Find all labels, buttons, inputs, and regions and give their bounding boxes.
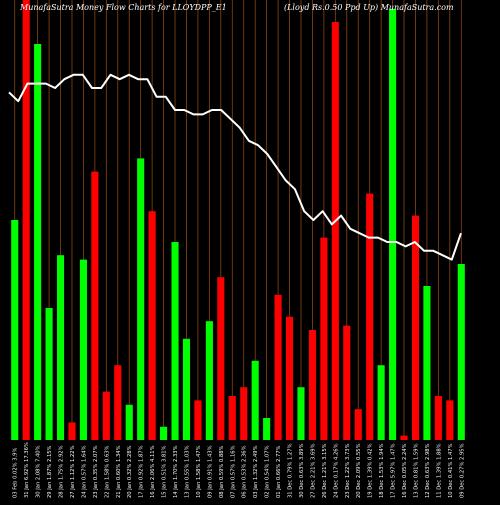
x-tick-label: 10 Jan 1.58% 1.47% <box>196 445 202 498</box>
bar-37 <box>434 396 442 440</box>
bar-36 <box>423 286 431 440</box>
bar-series <box>11 0 465 441</box>
x-tick-label: 02 Jan 0.54% 1.07% <box>265 445 271 498</box>
bar-10 <box>125 404 133 440</box>
x-tick-label: 01 Jan 0.66% 2.77% <box>276 445 282 498</box>
x-tick-label: 21 Jan 0.60% 1.34% <box>116 445 122 498</box>
x-tick-label: 30 Dec 0.63% 3.89% <box>299 443 305 498</box>
bar-31 <box>366 193 374 440</box>
bar-17 <box>205 321 213 440</box>
x-tick-label: 23 Jan 0.35% 2.07% <box>93 445 99 498</box>
bar-8 <box>102 391 110 440</box>
x-tick-label: 22 Jan 1.58% 0.63% <box>104 445 110 498</box>
price-line <box>8 73 462 261</box>
bar-1 <box>22 0 30 440</box>
x-tick-label: 24 Dec 0.17% 4.26% <box>333 443 339 498</box>
bar-20 <box>240 387 248 440</box>
bar-33 <box>389 8 397 441</box>
bar-15 <box>182 338 191 440</box>
x-tick-label: 27 Dec 2.21% 3.69% <box>310 443 316 498</box>
bar-25 <box>297 387 305 440</box>
x-tick-label: 17 Dec 5.97% 1.47% <box>391 443 397 498</box>
x-tick-label: 11 Dec 1.39% 1.88% <box>436 443 442 498</box>
bar-32 <box>377 365 385 440</box>
bar-27 <box>320 237 328 440</box>
bar-23 <box>274 294 282 440</box>
x-tick-label: 29 Jan 1.87% 2.15% <box>47 445 53 498</box>
x-tick-label: 23 Dec 1.22% 3.73% <box>345 443 351 498</box>
x-tick-label: 27 Jan 1.12% 1.22% <box>70 445 76 498</box>
x-tick-label: 07 Jan 0.57% 1.16% <box>230 445 236 498</box>
bar-18 <box>217 277 225 440</box>
x-tick-label: 17 Jan 0.92% 1.87% <box>139 445 145 498</box>
bar-26 <box>308 330 316 440</box>
x-tick-labels: 03 Feb 0.02% 3.9% 31 Jan 6.92% 17.36% 30 J… <box>13 442 466 498</box>
bar-6 <box>79 259 87 440</box>
x-tick-label: 24 Jan 0.57% 1.64% <box>81 445 87 498</box>
bar-11 <box>137 158 145 440</box>
bar-4 <box>56 255 65 440</box>
bar-12 <box>148 211 156 440</box>
x-tick-label: 30 Jan 2.08% 7.40% <box>36 445 42 498</box>
x-tick-label: 09 Dec 0.27% 2.95% <box>459 443 465 498</box>
bar-16 <box>194 400 202 440</box>
x-tick-label: 03 Feb 0.02% 3.9% <box>13 448 19 498</box>
bar-9 <box>114 365 122 440</box>
bar-38 <box>446 400 454 440</box>
x-tick-label: 08 Jan 0.59% 0.88% <box>219 445 225 498</box>
chart-title-right: (Lloyd Rs.0.50 Ppd Up) MunafaSutra.com <box>284 3 454 12</box>
x-tick-label: 16 Dec 0.05% 2.24% <box>402 443 408 498</box>
x-tick-label: 03 Jan 1.32% 2.49% <box>253 445 259 498</box>
bar-39 <box>457 264 465 440</box>
x-tick-label: 15 Jan 0.51% 3.81% <box>162 445 168 498</box>
x-tick-label: 14 Jan 1.70% 2.33% <box>173 445 179 498</box>
bar-35 <box>411 215 420 440</box>
bar-30 <box>354 409 362 440</box>
x-tick-label: 20 Dec 2.09% 0.55% <box>356 443 362 498</box>
bar-5 <box>68 422 76 440</box>
x-tick-label: 16 Jan 2.06% 4.11% <box>150 445 156 498</box>
x-tick-label: 18 Dec 1.53% 1.94% <box>379 443 385 498</box>
bar-0 <box>11 220 19 440</box>
bar-13 <box>160 426 168 440</box>
chart-title-left: MunafaSutra Money Flow Charts for LLOYDP… <box>19 3 227 12</box>
bar-19 <box>228 396 236 440</box>
x-tick-label: 19 Dec 1.39% 0.42% <box>368 443 374 498</box>
bar-3 <box>45 308 53 440</box>
x-tick-label: 13 Jan 0.55% 1.03% <box>184 445 190 498</box>
bar-21 <box>251 360 259 440</box>
x-tick-label: 28 Jan 1.75% 2.92% <box>59 445 65 498</box>
x-tick-label: 10 Dec 0.41% 1.47% <box>448 443 454 498</box>
bar-28 <box>331 22 339 440</box>
price-line-series <box>8 73 462 261</box>
x-tick-label: 13 Dec 0.81% 1.59% <box>413 443 419 498</box>
x-tick-label: 26 Dec 1.21% 3.15% <box>322 443 328 498</box>
bar-7 <box>91 171 99 440</box>
x-tick-label: 31 Dec 0.79% 1.27% <box>288 443 294 498</box>
bar-24 <box>285 316 294 440</box>
bar-34 <box>400 435 408 440</box>
x-tick-label: 09 Jan 0.91% 1.43% <box>207 445 213 498</box>
x-tick-label: 20 Jan 0.32% 2.28% <box>127 445 133 498</box>
x-tick-label: 06 Jan 0.53% 2.36% <box>242 445 248 498</box>
bar-14 <box>171 242 179 440</box>
x-tick-label: 12 Dec 0.63% 2.98% <box>425 443 431 498</box>
bar-22 <box>263 418 271 440</box>
bar-2 <box>34 44 42 440</box>
x-tick-label: 31 Jan 6.92% 17.36% <box>24 442 30 498</box>
bar-29 <box>343 325 351 440</box>
